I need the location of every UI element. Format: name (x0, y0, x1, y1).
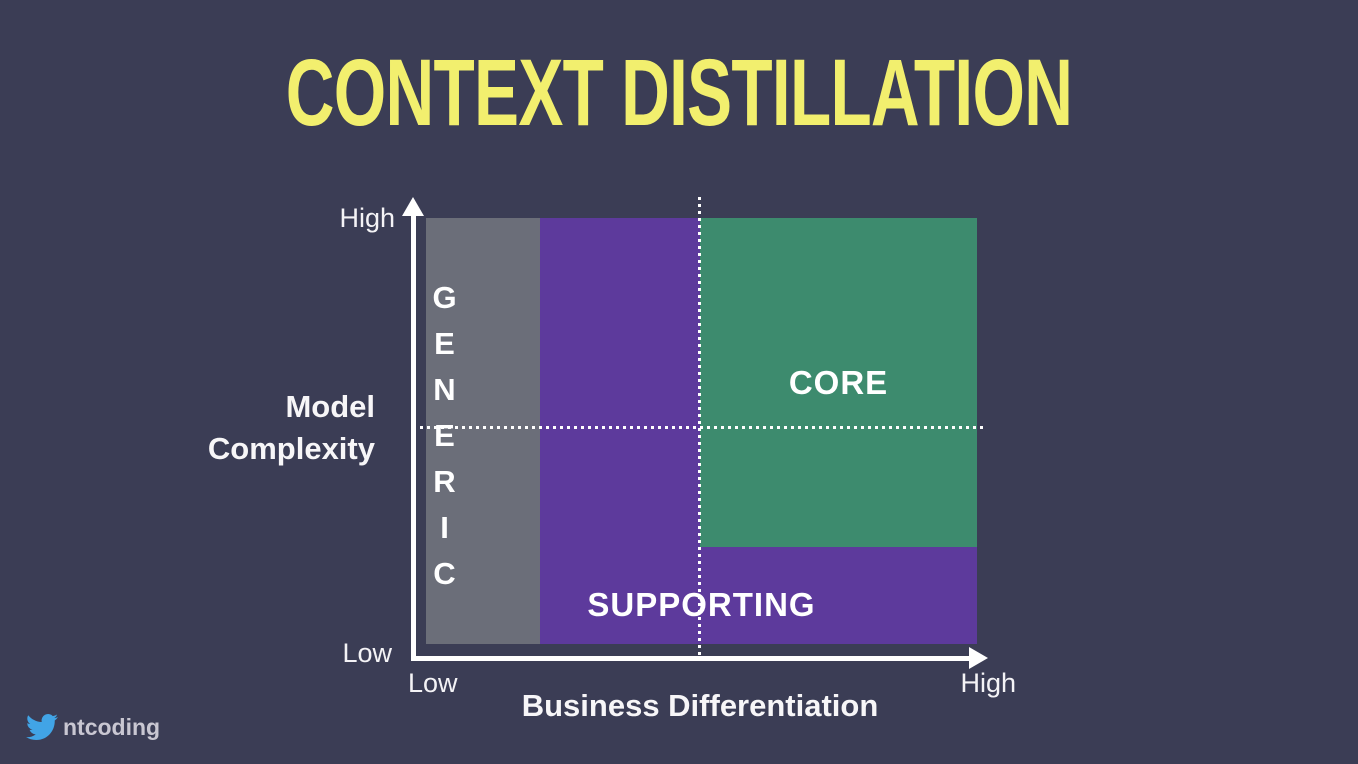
watermark: ntcoding (26, 711, 160, 743)
region-supporting-label: SUPPORTING (587, 586, 816, 623)
x-axis-arrow-icon (969, 647, 988, 669)
x-axis-min-label: Low (408, 668, 458, 698)
horizontal-dotted-gridline (413, 426, 985, 429)
region-generic-label: GENERIC (427, 280, 462, 602)
y-axis-arrow-icon (402, 197, 424, 216)
region-core-label: CORE (788, 364, 889, 401)
y-axis-min-label: Low (342, 638, 392, 668)
x-axis-line (411, 656, 970, 661)
y-axis-max-label: High (339, 203, 395, 233)
slide-title: CONTEXT DISTILLATION (285, 40, 1073, 146)
x-axis-title: Business Differentiation (521, 688, 879, 723)
region-generic (426, 218, 540, 644)
y-axis-title: Model Complexity (145, 386, 375, 470)
y-axis-line (411, 212, 416, 661)
y-axis-title-line2: Complexity (207, 431, 375, 466)
twitter-bird-icon (26, 713, 58, 741)
y-axis-title-line1: Model (285, 389, 375, 424)
region-core (700, 218, 977, 547)
twitter-handle: ntcoding (63, 713, 161, 740)
x-axis-max-label: High (960, 668, 1016, 698)
